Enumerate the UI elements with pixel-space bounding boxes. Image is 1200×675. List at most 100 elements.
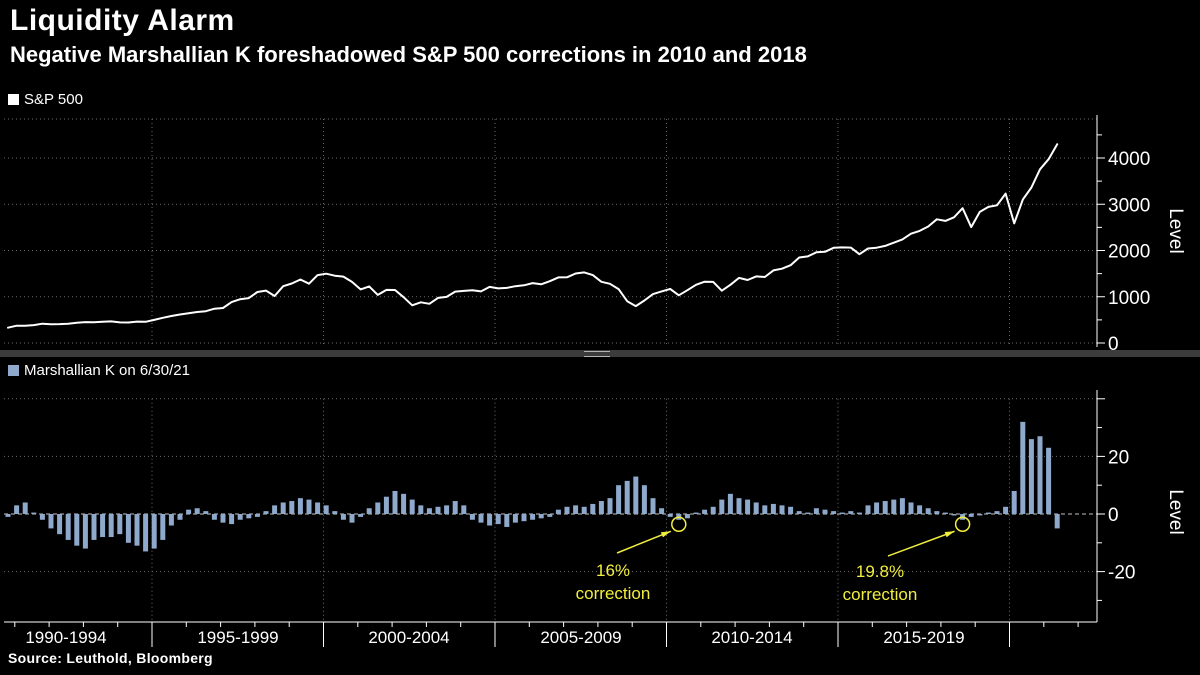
- k-bar: [684, 514, 690, 519]
- k-bar: [564, 506, 570, 514]
- k-bar: [1028, 439, 1034, 514]
- sp500-swatch-icon: [8, 94, 19, 105]
- marshallian-k-bars: [5, 421, 1060, 552]
- marshallian-k-swatch-icon: [8, 365, 19, 376]
- k-bar: [117, 514, 123, 535]
- k-bar: [573, 505, 579, 514]
- k-bar: [779, 505, 785, 514]
- k-bar: [667, 514, 673, 517]
- k-bar: [263, 511, 269, 514]
- k-bar: [323, 505, 329, 514]
- k-bar: [555, 509, 561, 514]
- k-bar: [745, 499, 751, 514]
- k-bar: [14, 505, 20, 514]
- k-bar: [822, 509, 828, 514]
- svg-text:1990-1994: 1990-1994: [25, 628, 106, 647]
- k-bar: [125, 514, 131, 543]
- k-bar: [82, 514, 88, 549]
- k-bar: [710, 506, 716, 514]
- k-bar: [435, 506, 441, 514]
- k-bar: [942, 512, 948, 514]
- k-bar: [246, 514, 252, 519]
- k-bar: [383, 496, 389, 514]
- k-bar: [332, 511, 338, 514]
- k-bar: [237, 514, 243, 520]
- k-bar: [891, 499, 897, 514]
- k-bar: [607, 498, 613, 514]
- svg-text:2015-2019: 2015-2019: [883, 628, 964, 647]
- k-bar: [65, 514, 71, 540]
- k-bar: [160, 514, 166, 540]
- k-bar: [1037, 436, 1043, 514]
- k-bar: [547, 514, 553, 517]
- k-bar: [719, 499, 725, 514]
- k-bar: [401, 493, 407, 514]
- k-bar: [874, 502, 880, 514]
- chart-subtitle: Negative Marshallian K foreshadowed S&P …: [10, 42, 807, 67]
- axes: [4, 115, 1105, 647]
- k-bar: [39, 514, 45, 520]
- k-bar: [813, 508, 819, 514]
- k-bar: [753, 502, 759, 514]
- k-bar: [134, 514, 140, 546]
- legend-marshallian-k[interactable]: Marshallian K on 6/30/21: [8, 362, 190, 379]
- k-bar: [925, 508, 931, 514]
- k-bar: [203, 511, 209, 514]
- k-bar: [530, 514, 536, 520]
- k-bar: [968, 514, 974, 517]
- k-bar: [229, 514, 235, 525]
- k-bar: [985, 512, 991, 514]
- k-bar: [487, 514, 493, 526]
- annotation-correction-label: correction: [576, 584, 651, 603]
- k-bar: [280, 502, 286, 514]
- k-bar: [48, 514, 54, 529]
- k-bar: [1003, 506, 1009, 514]
- k-bar: [409, 499, 415, 514]
- k-bar: [461, 505, 467, 514]
- k-bar: [375, 502, 381, 514]
- k-bar: [977, 514, 983, 516]
- k-bar: [31, 512, 37, 514]
- k-bar: [848, 511, 854, 514]
- svg-text:2000-2004: 2000-2004: [368, 628, 449, 647]
- k-bar: [100, 514, 106, 538]
- k-bar: [1046, 447, 1052, 514]
- annotation-circle: [954, 516, 971, 533]
- bottom-axis-level-label: Level: [1165, 489, 1186, 534]
- k-bar: [581, 506, 587, 514]
- panel-divider-drag-handle[interactable]: [584, 351, 610, 357]
- k-bar: [598, 501, 604, 514]
- k-bar: [168, 514, 174, 526]
- k-bar: [788, 506, 794, 514]
- k-bar: [22, 502, 28, 514]
- annotation-arrowhead: [660, 531, 671, 538]
- k-bar: [315, 502, 321, 514]
- k-bar: [899, 498, 905, 514]
- svg-text:-20: -20: [1108, 563, 1135, 584]
- k-bar: [220, 514, 226, 523]
- svg-text:1995-1999: 1995-1999: [197, 628, 278, 647]
- k-bar: [736, 498, 742, 514]
- sp500-line: [7, 143, 1059, 329]
- k-bar: [366, 508, 372, 514]
- k-bar: [616, 485, 622, 514]
- chart-title: Liquidity Alarm: [10, 4, 235, 37]
- svg-text:2000: 2000: [1108, 242, 1150, 263]
- k-bar: [504, 514, 510, 527]
- k-bar: [856, 512, 862, 514]
- k-bar: [469, 514, 475, 520]
- k-bar: [693, 512, 699, 514]
- k-bar: [177, 514, 183, 520]
- annotation-correction-label: correction: [843, 585, 918, 604]
- annotation-arrow: [887, 530, 955, 557]
- correction-annotations: 16% correction 19.8% correction: [576, 516, 971, 604]
- k-bar: [908, 502, 914, 514]
- k-bar: [1011, 490, 1017, 514]
- legend-sp500[interactable]: S&P 500: [8, 91, 83, 108]
- k-bar: [91, 514, 97, 540]
- x-axis-labels: 1990-1994 1995-1999 2000-2004 2005-2009 2010…: [25, 628, 964, 647]
- k-bar: [5, 514, 11, 517]
- k-bar: [702, 509, 708, 514]
- k-bar: [951, 514, 957, 516]
